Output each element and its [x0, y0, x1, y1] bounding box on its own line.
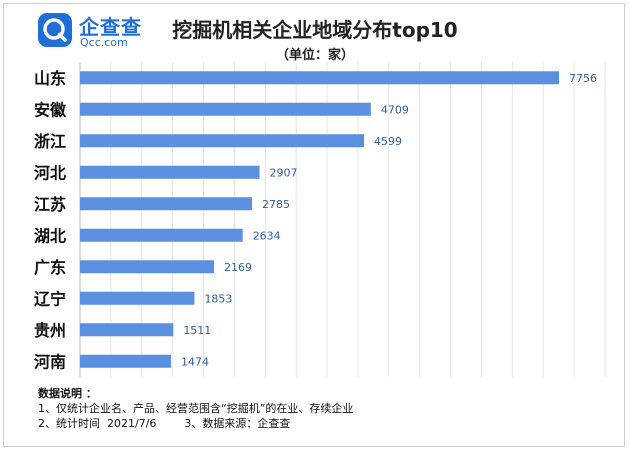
- value-label: 4709: [381, 103, 409, 116]
- notes-line-2: 2、统计时间 2021/7/6 3、数据来源：企查查: [38, 417, 291, 430]
- chart-subtitle: （单位：家）: [275, 48, 354, 63]
- bar: [80, 291, 195, 305]
- bar: [80, 323, 174, 337]
- qcc-logo-icon: [38, 13, 72, 47]
- bar: [80, 197, 253, 211]
- bar: [80, 354, 172, 368]
- category-label: 山东: [34, 69, 66, 88]
- value-label: 1474: [181, 355, 209, 368]
- bar: [80, 71, 560, 85]
- bar: [80, 228, 243, 242]
- category-label: 湖北: [34, 226, 66, 245]
- value-label: 1511: [183, 324, 211, 337]
- value-label: 2169: [224, 261, 252, 274]
- chart-title: 挖掘机相关企业地域分布top10: [172, 18, 458, 42]
- value-label: 2785: [262, 198, 290, 211]
- category-label: 贵州: [34, 321, 66, 340]
- value-label: 4599: [374, 135, 402, 148]
- brand-name: 企查查: [79, 15, 142, 39]
- notes-line-1: 1、仅统计企业名、产品、经营范围含“挖掘机”的在业、存续企业: [38, 402, 354, 415]
- value-label: 2634: [253, 229, 281, 242]
- category-label: 河南: [34, 352, 66, 371]
- category-label: 安徽: [34, 100, 67, 119]
- data-notes: 数据说明 ： 1、仅统计企业名、产品、经营范围含“挖掘机”的在业、存续企业 2、…: [38, 386, 353, 431]
- brand-domain: Qcc.com: [80, 36, 128, 49]
- category-label: 河北: [34, 163, 66, 182]
- bar: [80, 102, 371, 116]
- bar: [80, 260, 214, 274]
- category-label: 辽宁: [34, 289, 66, 308]
- bar: [80, 165, 260, 179]
- value-label: 1853: [204, 292, 232, 305]
- chart-frame: [3, 3, 625, 447]
- brand-logo: 企查查 Qcc.com: [37, 10, 147, 54]
- value-label: 7756: [569, 72, 597, 85]
- category-label: 浙江: [34, 132, 66, 151]
- category-label: 广东: [34, 258, 66, 277]
- notes-heading: 数据说明 ：: [38, 387, 97, 400]
- bar: [80, 134, 365, 148]
- value-label: 2907: [270, 166, 298, 179]
- category-label: 江苏: [34, 195, 66, 214]
